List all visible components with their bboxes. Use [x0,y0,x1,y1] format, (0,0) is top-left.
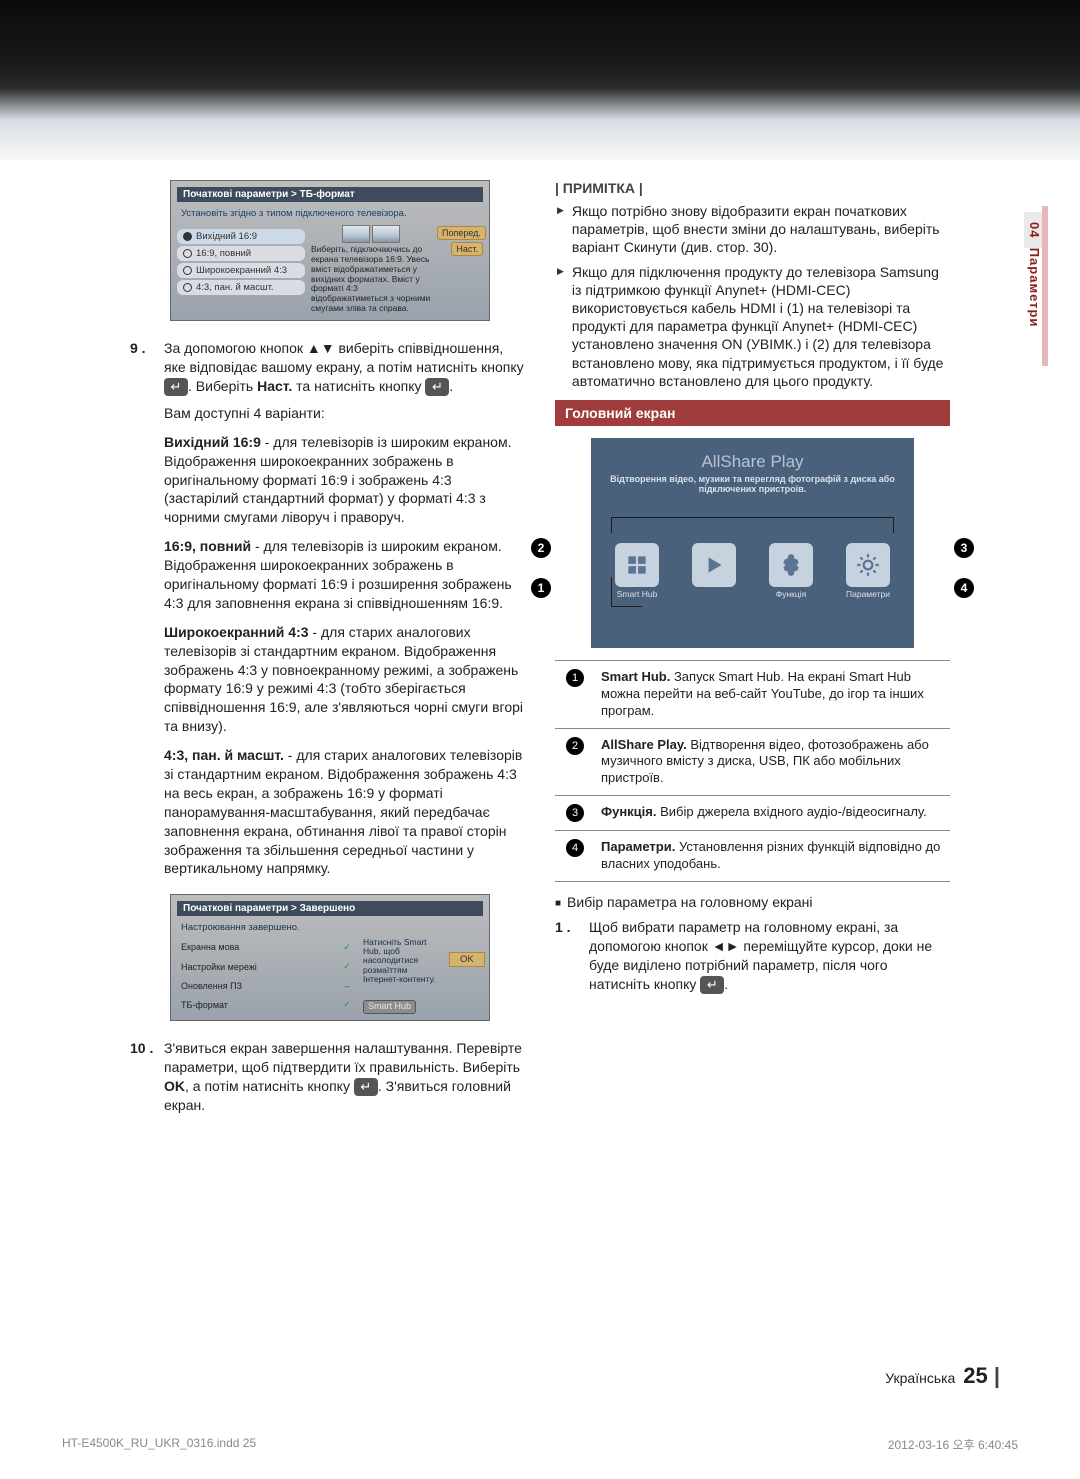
right-column: | ПРИМІТКА | Якщо потрібно знову відобра… [555,180,950,1115]
legend-table: 1 Smart Hub. Запуск Smart Hub. На екрані… [555,660,950,882]
dialog-info: Натисніть Smart Hub, щоб насолодитися ро… [363,938,443,985]
radio-option[interactable]: 4:3, пан. й масшт. [177,280,305,295]
dialog-title: Початкові параметри > ТБ-формат [177,187,483,202]
tile-function[interactable]: Функція [761,543,821,599]
side-chapter-tab: 04 Параметри [1027,212,1042,327]
chapter-title: Параметри [1027,248,1042,328]
print-marks: HT-E4500K_RU_UKR_0316.indd 25 2012-03-16… [62,1436,1018,1453]
left-column: Початкові параметри > ТБ-формат Установі… [130,180,525,1115]
prev-button[interactable]: Поперед. [437,226,486,240]
step-number: 9 . [130,339,164,879]
section-title-bar: Головний екран [555,400,950,426]
table-row: Екранна мова [177,938,337,957]
next-button[interactable]: Наст. [451,242,483,256]
radio-option[interactable]: Вихідний 16:9 [177,229,305,244]
step-9: 9 . За допомогою кнопок ▲▼ виберіть спів… [130,339,525,879]
enter-icon [700,976,724,994]
tile-settings[interactable]: Параметри [838,543,898,599]
radio-option[interactable]: 16:9, повний [177,246,305,261]
chapter-number: 04 [1027,222,1042,238]
radio-option[interactable]: Широкоекранний 4:3 [177,263,305,278]
callout-badge-4: 4 [954,578,974,598]
tile-smarthub[interactable]: Smart Hub [607,543,667,599]
dialog-hint: Виберіть, підключаючись до екрана телеві… [311,245,431,313]
home-screen-mock: AllShare Play Відтворення відео, музики … [581,438,924,648]
page-number: 25 [963,1363,1000,1388]
table-row: ТБ-формат [177,995,337,1015]
ok-button[interactable]: OK [449,952,485,967]
table-row: Оновлення ПЗ [177,977,337,995]
note-heading: | ПРИМІТКА | [555,180,950,196]
step-number: 10 . [130,1039,164,1115]
screenshot-complete: Початкові параметри > Завершено Настроюв… [170,894,490,1021]
options-available: Вам доступні 4 варіанти: [164,404,525,423]
callout-badge-3: 3 [954,538,974,558]
note-item: Якщо для підключення продукту до телевіз… [557,263,950,390]
tile-play[interactable] [684,543,744,599]
page-footer: Українська 25 [885,1363,1000,1389]
enter-icon [164,378,188,396]
dialog-subtitle: Настроювання завершено. [177,920,483,937]
callout-badge-1: 1 [531,578,551,598]
dialog-subtitle: Установіть згідно з типом підключеного т… [177,206,483,225]
allshare-subtitle: Відтворення відео, музики та перегляд фо… [603,474,902,495]
table-row: Настройки мережі [177,957,337,976]
dialog-title: Початкові параметри > Завершено [177,901,483,916]
enter-icon [425,378,449,396]
callout-badge-2: 2 [531,538,551,558]
note-item: Якщо потрібно знову відобразити екран по… [557,202,950,257]
print-right: 2012-03-16 오후 6:40:45 [888,1436,1018,1453]
step-10: 10 . З'явиться екран завершення налаштув… [130,1039,525,1115]
step-number: 1 . [555,918,589,994]
square-bullet-text: Вибір параметра на головному екрані [555,894,950,910]
allshare-title: AllShare Play [603,452,902,472]
enter-icon [354,1078,378,1096]
screenshot-tv-format: Початкові параметри > ТБ-формат Установі… [170,180,490,321]
print-left: HT-E4500K_RU_UKR_0316.indd 25 [62,1436,256,1453]
smarthub-button[interactable]: Smart Hub [363,1000,416,1014]
step-1-right: 1 . Щоб вибрати параметр на головному ек… [555,918,950,994]
top-gradient-banner [0,0,1080,160]
